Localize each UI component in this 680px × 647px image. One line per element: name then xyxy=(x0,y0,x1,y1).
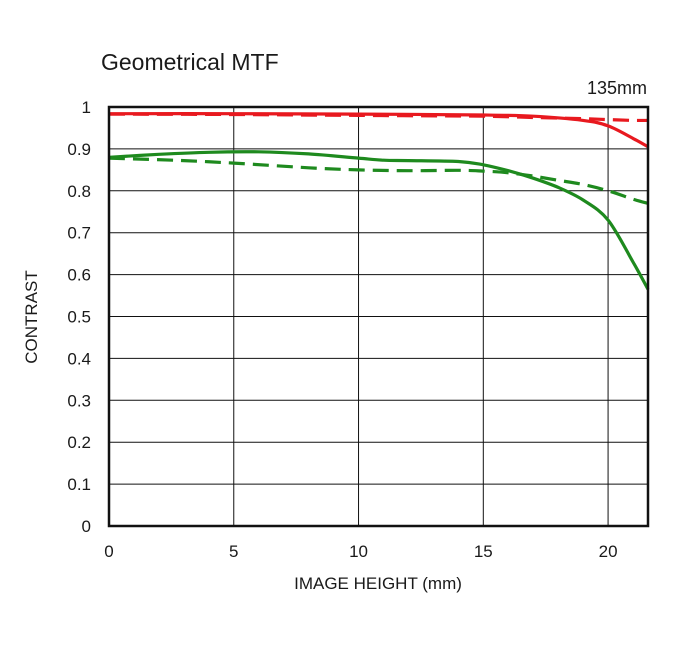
series-line-2 xyxy=(108,112,649,123)
series-lines xyxy=(108,112,650,291)
y-tick-label: 0.3 xyxy=(67,391,91,410)
chart-title: Geometrical MTF xyxy=(101,49,279,75)
grid-lines xyxy=(109,107,648,526)
focal-length-label: 135mm xyxy=(586,78,647,98)
x-tick-label: 15 xyxy=(474,542,493,561)
y-tick-label: 0 xyxy=(82,517,91,536)
plot-border xyxy=(107,105,650,528)
y-tick-label: 0.7 xyxy=(67,224,91,243)
series-line-4 xyxy=(108,156,649,205)
y-tick-label: 0.2 xyxy=(67,433,91,452)
series-line-3 xyxy=(108,150,650,291)
x-tick-label: 20 xyxy=(599,542,618,561)
y-tick-label: 0.1 xyxy=(67,475,91,494)
x-axis-label: IMAGE HEIGHT (mm) xyxy=(294,574,462,593)
y-tick-label: 0.4 xyxy=(67,349,91,368)
y-tick-label: 1 xyxy=(82,98,91,117)
y-tick-label: 0.6 xyxy=(67,266,91,285)
y-tick-label: 0.9 xyxy=(67,140,91,159)
x-tick-label: 0 xyxy=(104,542,113,561)
x-tick-label: 5 xyxy=(229,542,238,561)
tick-labels: 00.10.20.30.40.50.60.70.80.910 5 10 15 20 xyxy=(67,98,617,561)
x-tick-label: 10 xyxy=(349,542,368,561)
y-tick-label: 0.8 xyxy=(67,182,91,201)
plot-frame xyxy=(107,105,650,528)
y-tick-label: 0.5 xyxy=(67,308,91,327)
